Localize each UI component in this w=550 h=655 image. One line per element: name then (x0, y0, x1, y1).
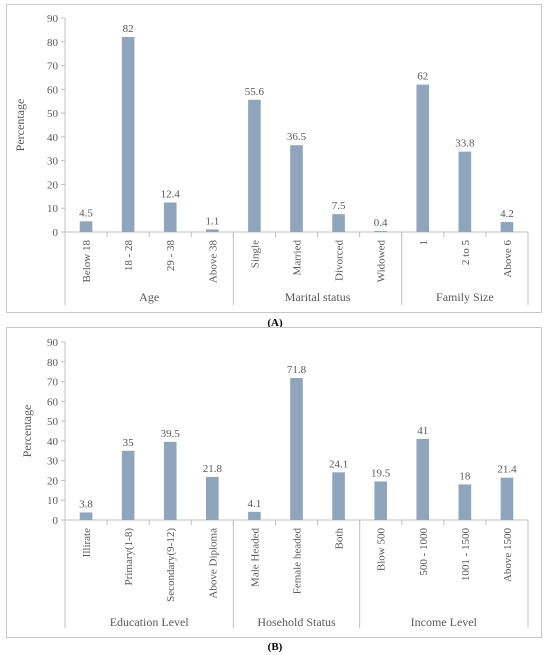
bar (164, 203, 177, 232)
bar (290, 378, 303, 520)
chart-panel-a: 0 10 20 30 40 50 60 70 80 90 Percentage 4.5 Below 18… (6, 4, 542, 313)
y-tick-label: 20 (47, 179, 59, 191)
data-label: 71.8 (287, 364, 307, 376)
y-tick-label: 80 (47, 357, 59, 369)
x-tick-label: 1001 - 1500 (460, 528, 472, 582)
x-tick-label: 18 - 28 (123, 240, 135, 272)
data-label: 35 (123, 437, 135, 449)
bar (80, 221, 93, 232)
bar (416, 85, 429, 232)
bar (164, 442, 177, 520)
bar (332, 214, 345, 232)
y-tick-label: 0 (53, 227, 59, 239)
y-tick-label: 90 (47, 337, 59, 349)
data-label: 4.2 (500, 208, 514, 220)
x-tick-label: Illirate (81, 528, 93, 557)
y-tick-label: 40 (47, 436, 59, 448)
x-tick-label: 1 (418, 240, 430, 246)
y-axis-title: Percentage (20, 405, 34, 458)
data-label: 62 (417, 71, 428, 83)
bar (206, 477, 219, 520)
data-label: 7.5 (332, 200, 346, 212)
y-tick-label: 60 (47, 396, 59, 408)
y-tick-label: 70 (47, 377, 59, 389)
x-tick-label: Secondary(9-12) (165, 528, 177, 602)
data-label: 18 (459, 470, 471, 482)
bar (374, 481, 387, 520)
bar (416, 439, 429, 520)
data-label: 55.6 (245, 86, 265, 98)
x-tick-label: 2 to 5 (460, 240, 472, 266)
y-tick-label: 80 (47, 37, 59, 49)
y-tick-label: 60 (47, 84, 59, 96)
y-tick-label: 50 (47, 108, 59, 120)
data-label: 12.4 (161, 189, 181, 201)
bar (374, 231, 387, 232)
group-label: Marital status (285, 290, 351, 304)
data-label: 41 (417, 425, 428, 437)
chart-panel-b: 0 10 20 30 40 50 60 70 80 90 Percentage 3.8 Illirate… (6, 327, 542, 638)
y-axis-title: Percentage (13, 99, 27, 152)
group-label: Age (139, 290, 159, 304)
x-tick-label: 29 - 38 (165, 240, 177, 272)
x-tick-label: Above 38 (207, 240, 219, 284)
data-label: 21.4 (497, 464, 517, 476)
group-label: Income Level (411, 615, 478, 629)
x-tick-label: Above 1500 (502, 528, 514, 583)
x-tick-label: Above 6 (502, 240, 514, 278)
y-tick-label: 70 (47, 61, 59, 73)
bar (332, 472, 345, 520)
group-label: Education Level (110, 615, 190, 629)
bar (501, 478, 514, 520)
bar (122, 37, 135, 232)
chart-b: 0 10 20 30 40 50 60 70 80 90 Percentage 3.8 Illirate… (7, 328, 541, 637)
x-tick-label: Below 18 (81, 240, 93, 283)
x-tick-label: Male Headed (249, 528, 261, 587)
y-tick-label: 10 (47, 203, 59, 215)
bar (290, 145, 303, 232)
bar (248, 100, 261, 232)
bar (459, 152, 472, 232)
bar (501, 222, 514, 232)
x-tick-label: Both (334, 528, 346, 550)
data-label: 4.1 (248, 498, 262, 510)
x-tick-label: Primary(1-8) (123, 528, 135, 586)
data-label: 4.5 (79, 207, 93, 219)
group-label: Family Size (436, 290, 494, 304)
bar (206, 229, 219, 232)
y-tick-label: 30 (47, 156, 59, 168)
data-label: 36.5 (287, 131, 307, 143)
x-tick-label: Single (249, 240, 261, 268)
x-tick-label: Widowed (376, 240, 388, 283)
data-label: 33.8 (455, 138, 475, 150)
x-tick-label: Divorced (334, 240, 346, 281)
x-tick-label: Female headed (292, 528, 304, 595)
caption-b: (B) (0, 641, 550, 653)
y-tick-label: 10 (47, 495, 59, 507)
bar (459, 484, 472, 520)
bar (122, 451, 135, 520)
x-tick-label: 500 - 1000 (418, 528, 430, 576)
x-tick-label: Above Diploma (207, 528, 219, 599)
data-label: 39.5 (161, 428, 181, 440)
y-tick-label: 30 (47, 456, 59, 468)
y-tick-label: 20 (47, 475, 59, 487)
x-tick-label: Married (292, 240, 304, 276)
data-label: 3.8 (79, 498, 93, 510)
group-label: Hosehold Status (257, 615, 336, 629)
chart-a: 0 10 20 30 40 50 60 70 80 90 Percentage 4.5 Below 18… (7, 5, 541, 312)
bar (80, 512, 93, 520)
data-label: 0.4 (374, 217, 388, 229)
y-tick-label: 90 (47, 13, 59, 25)
data-label: 1.1 (205, 215, 219, 227)
y-tick-label: 50 (47, 416, 59, 428)
data-label: 21.8 (203, 463, 223, 475)
data-label: 82 (123, 23, 134, 35)
x-tick-label: Blow 500 (376, 528, 388, 572)
data-label: 19.5 (371, 467, 391, 479)
data-label: 24.1 (329, 458, 348, 470)
y-tick-label: 0 (53, 515, 59, 527)
bar (248, 512, 261, 520)
y-tick-label: 40 (47, 132, 59, 144)
